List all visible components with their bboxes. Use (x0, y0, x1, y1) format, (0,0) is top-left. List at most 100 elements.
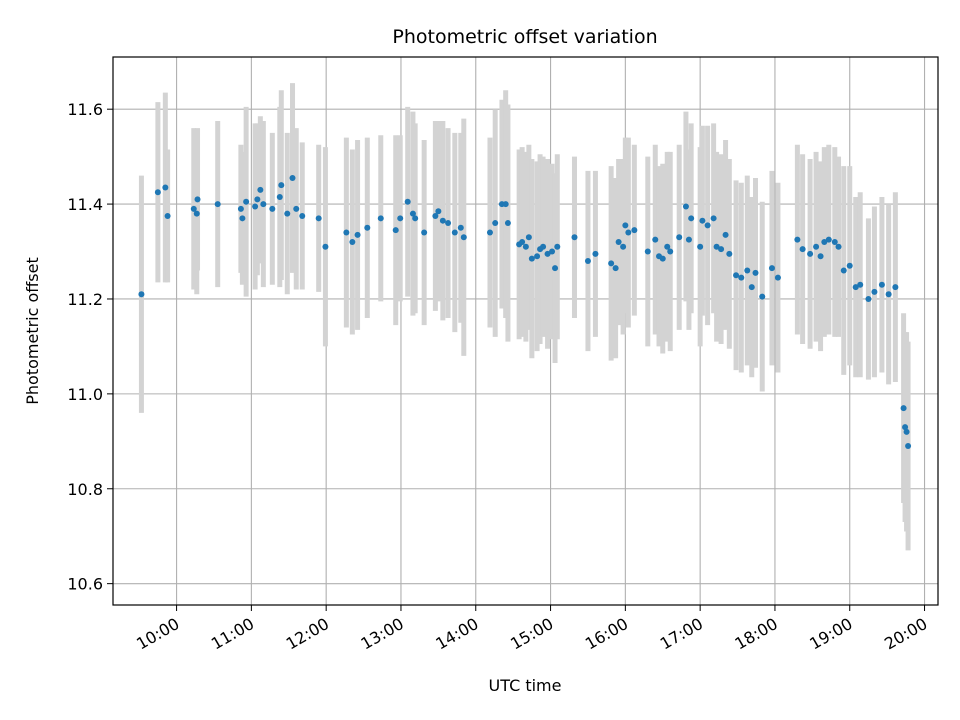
y-axis-ticks: 10.6 10.8 11.0 11.2 11.4 11.6 (67, 100, 113, 594)
data-point (659, 255, 666, 262)
data-point (525, 234, 532, 241)
data-point (846, 262, 853, 269)
data-point (752, 269, 759, 276)
data-point (615, 239, 622, 246)
data-point (502, 201, 509, 208)
data-point (903, 428, 910, 435)
data-point (871, 288, 878, 295)
data-point (528, 255, 535, 262)
data-point (412, 215, 419, 222)
data-point (699, 217, 706, 224)
data-point (237, 205, 244, 212)
data-point (831, 239, 838, 246)
data-point (902, 424, 909, 431)
data-point (688, 215, 695, 222)
data-point (768, 265, 775, 272)
data-point (276, 193, 283, 200)
data-point (522, 243, 529, 250)
data-point (807, 250, 814, 257)
x-axis-label: UTC time (489, 676, 562, 695)
y-tick-label: 11.6 (67, 100, 103, 119)
data-point (269, 205, 276, 212)
data-point (289, 174, 296, 181)
data-point (164, 212, 171, 219)
data-point (421, 229, 428, 236)
data-point (138, 291, 145, 298)
data-point (254, 196, 261, 203)
data-point (865, 295, 872, 302)
data-point (193, 210, 200, 217)
data-point (451, 229, 458, 236)
y-axis-label: Photometric offset (23, 257, 42, 405)
data-point (667, 248, 674, 255)
data-point (704, 222, 711, 229)
y-tick-label: 10.6 (67, 575, 103, 594)
data-point (697, 243, 704, 250)
data-point (435, 208, 442, 215)
data-point (257, 186, 264, 193)
data-point (885, 291, 892, 298)
data-point (713, 243, 720, 250)
data-point (190, 205, 197, 212)
y-tick-label: 10.8 (67, 480, 103, 499)
data-point (682, 203, 689, 210)
data-point (622, 222, 629, 229)
data-point (664, 243, 671, 250)
data-point (652, 236, 659, 243)
data-point (343, 229, 350, 236)
data-point (457, 224, 464, 231)
data-point (239, 215, 246, 222)
data-point (584, 258, 591, 265)
data-point (486, 229, 493, 236)
data-point (162, 184, 169, 191)
data-point (544, 250, 551, 257)
plot-frame (112, 56, 939, 606)
data-point (392, 227, 399, 234)
data-point (892, 284, 899, 291)
data-point (571, 234, 578, 241)
data-point (354, 231, 361, 238)
data-point (299, 212, 306, 219)
data-point (260, 201, 267, 208)
data-point (397, 215, 404, 222)
data-point (592, 250, 599, 257)
data-point (685, 236, 692, 243)
data-point (744, 267, 751, 274)
data-point (554, 243, 561, 250)
data-point (794, 236, 801, 243)
data-point (194, 196, 201, 203)
data-point (774, 274, 781, 281)
data-point (825, 236, 832, 243)
data-point (625, 229, 632, 236)
data-point (549, 248, 556, 255)
data-point (432, 212, 439, 219)
data-point (404, 198, 411, 205)
data-point (644, 248, 651, 255)
data-point (534, 253, 541, 260)
data-point (322, 243, 329, 250)
data-point (676, 234, 683, 241)
data-point (552, 265, 559, 272)
data-point (540, 243, 547, 250)
data-point (799, 246, 806, 253)
chart-title: Photometric offset variation (392, 26, 657, 48)
data-point (409, 210, 416, 217)
data-point (284, 210, 291, 217)
data-point (612, 265, 619, 272)
data-point (608, 260, 615, 267)
data-point (364, 224, 371, 231)
data-point (631, 227, 638, 234)
data-point (315, 215, 322, 222)
data-points (138, 174, 912, 450)
data-point (439, 217, 446, 224)
data-point (377, 215, 384, 222)
data-point (905, 443, 912, 450)
data-point (445, 220, 452, 227)
y-tick-label: 11.0 (67, 385, 103, 404)
y-tick-label: 11.2 (67, 290, 103, 309)
data-point (252, 203, 259, 210)
y-tick-label: 11.4 (67, 195, 103, 214)
data-point (722, 231, 729, 238)
